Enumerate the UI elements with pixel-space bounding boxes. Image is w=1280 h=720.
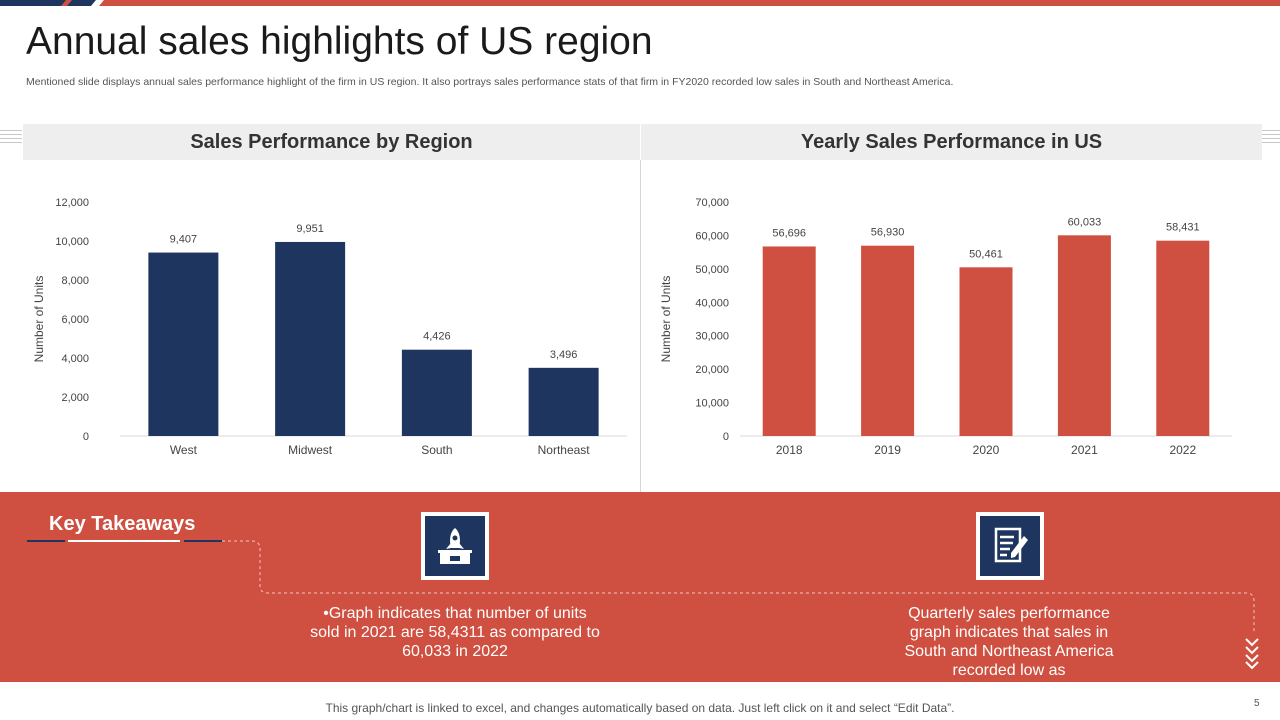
x-tick-label: 2022	[1169, 443, 1196, 457]
data-label: 56,696	[772, 227, 806, 239]
takeaway-line: South and Northeast America	[904, 643, 1114, 660]
y-tick-label: 50,000	[695, 264, 729, 276]
page-number: 5	[1254, 698, 1260, 709]
bar	[1057, 235, 1111, 436]
bar	[762, 246, 816, 436]
x-tick-label: 2021	[1071, 443, 1098, 457]
bar	[959, 267, 1013, 436]
y-tick-label: 40,000	[695, 297, 729, 309]
data-label: 3,496	[550, 349, 578, 361]
y-tick-label: 12,000	[55, 197, 89, 209]
decorative-lines-left	[0, 130, 22, 150]
data-label: 50,461	[969, 248, 1003, 260]
bar	[275, 241, 346, 436]
key-takeaways-heading: Key Takeaways	[49, 513, 196, 535]
decorative-lines-right	[1262, 130, 1280, 150]
y-tick-label: 10,000	[695, 398, 729, 410]
takeaway-line: sold in 2021 are 58,4311 as compared to	[310, 624, 600, 641]
data-label: 56,930	[871, 227, 905, 239]
region-bar-chart: Number of Units 0 2,000 4,000 6,000 8,000 10,0…	[32, 197, 627, 457]
y-tick-label: 70,000	[695, 197, 729, 209]
x-tick-label: 2020	[973, 443, 1000, 457]
panel-divider	[640, 160, 641, 492]
document-pen-icon	[976, 512, 1044, 580]
left-chart-title: Sales Performance by Region	[23, 124, 640, 160]
takeaway-line: 60,033 in 2022	[402, 643, 508, 660]
y-tick-label: 0	[723, 431, 729, 443]
y-tick-label: 60,000	[695, 230, 729, 242]
y-tick-label: 10,000	[55, 236, 89, 248]
x-tick-label: South	[421, 443, 452, 457]
data-label: 60,033	[1068, 216, 1102, 228]
y-tick-label: 2,000	[61, 392, 89, 404]
y-tick-label: 0	[83, 431, 89, 443]
data-label: 58,431	[1166, 222, 1200, 234]
rocket-box-icon	[421, 512, 489, 580]
top-accent-bar	[0, 0, 1280, 6]
right-chart-title: Yearly Sales Performance in US	[641, 124, 1262, 160]
x-tick-label: Midwest	[288, 443, 333, 457]
bar	[148, 252, 219, 436]
connector-lines	[27, 540, 1255, 632]
takeaway-text-1: •Graph indicates that number of units sol…	[290, 604, 620, 661]
y-tick-label: 4,000	[61, 353, 89, 365]
bar	[1156, 240, 1210, 436]
chevron-down-icon	[1245, 638, 1259, 670]
x-tick-label: West	[170, 443, 198, 457]
x-tick-label: Northeast	[538, 443, 591, 457]
x-tick-label: 2019	[874, 443, 901, 457]
data-label: 9,951	[296, 223, 324, 235]
footer-note: This graph/chart is linked to excel, and…	[325, 701, 955, 715]
y-axis-label: Number of Units	[659, 276, 673, 363]
y-axis-label: Number of Units	[32, 276, 46, 363]
slide-title: Annual sales highlights of US region	[26, 20, 653, 63]
bar	[401, 349, 472, 436]
y-tick-label: 6,000	[61, 314, 89, 326]
slide-subtitle: Mentioned slide displays annual sales pe…	[26, 76, 954, 88]
y-tick-label: 8,000	[61, 275, 89, 287]
x-tick-label: 2018	[776, 443, 803, 457]
bar	[861, 245, 915, 436]
y-tick-label: 30,000	[695, 331, 729, 343]
data-label: 9,407	[170, 234, 198, 246]
key-takeaways-band	[0, 492, 1280, 682]
data-label: 4,426	[423, 331, 451, 343]
takeaway-line: Quarterly sales performance	[908, 605, 1110, 622]
bar	[528, 367, 599, 436]
takeaway-line: graph indicates that sales in	[909, 624, 1109, 641]
takeaway-text-2: Quarterly sales performance graph indicat…	[870, 604, 1148, 680]
y-tick-label: 20,000	[695, 364, 729, 376]
takeaway-line: recorded low as	[952, 662, 1066, 679]
takeaway-line: •Graph indicates that number of units	[323, 605, 587, 622]
yearly-bar-chart: Number of Units 0 10,000 20,000 30,000 40,000…	[659, 197, 1232, 457]
